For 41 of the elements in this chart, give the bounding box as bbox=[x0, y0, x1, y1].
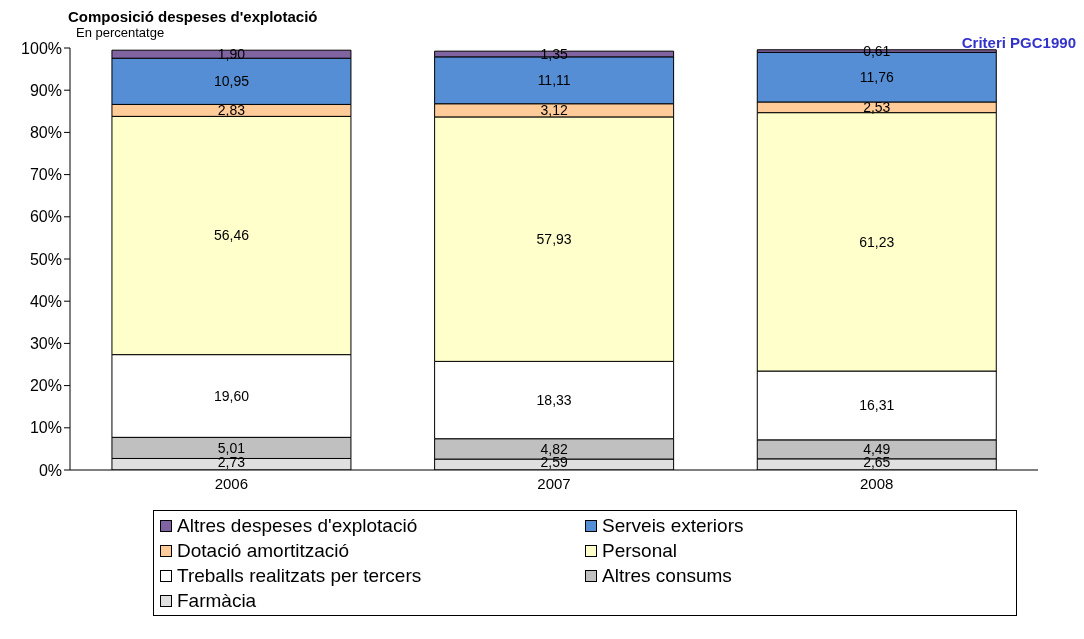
data-label: 3,12 bbox=[540, 102, 568, 119]
y-tick-label: 70% bbox=[29, 166, 62, 184]
x-tick-label: 2008 bbox=[859, 474, 894, 492]
y-tick-label: 100% bbox=[21, 39, 62, 57]
chart-title: Composició despeses d'explotació bbox=[67, 8, 319, 25]
x-tick-label: 2006 bbox=[214, 474, 249, 492]
legend-label: Treballs realitzats per tercers bbox=[176, 564, 423, 588]
data-label: 4,49 bbox=[863, 441, 891, 458]
legend-label: Dotació amortització bbox=[176, 539, 351, 563]
y-tick-label: 30% bbox=[29, 335, 62, 353]
legend-label: Serveis exteriors bbox=[601, 514, 745, 538]
data-label: 56,46 bbox=[213, 227, 250, 244]
data-label: 18,33 bbox=[536, 392, 572, 409]
data-label: 16,31 bbox=[859, 397, 895, 414]
legend-label: Personal bbox=[601, 539, 678, 563]
y-tick-label: 50% bbox=[29, 250, 62, 268]
data-label: 2,83 bbox=[217, 102, 246, 119]
data-label: 0,61 bbox=[863, 43, 891, 60]
data-label: 11,76 bbox=[859, 69, 894, 86]
y-tick-label: 0% bbox=[38, 461, 62, 479]
x-tick-label: 2007 bbox=[537, 474, 571, 492]
y-tick-label: 90% bbox=[29, 81, 62, 99]
data-label: 2,53 bbox=[863, 99, 891, 116]
data-label: 11,11 bbox=[537, 72, 571, 89]
data-label: 19,60 bbox=[213, 387, 250, 404]
legend-label: Altres despeses d'explotació bbox=[176, 514, 419, 538]
y-tick-label: 20% bbox=[29, 377, 62, 395]
y-tick-label: 40% bbox=[29, 292, 62, 310]
data-label: 5,01 bbox=[217, 439, 246, 456]
legend-label: Altres consums bbox=[601, 564, 733, 588]
data-label: 10,95 bbox=[213, 73, 250, 90]
data-label: 1,90 bbox=[217, 46, 246, 63]
chart-subtitle: En percentatge bbox=[76, 25, 165, 40]
data-label: 61,23 bbox=[859, 233, 895, 250]
legend-label: Farmàcia bbox=[176, 589, 258, 613]
y-tick-label: 80% bbox=[29, 124, 62, 142]
annotation: Criteri PGC1990 bbox=[961, 34, 1076, 51]
data-label: 57,93 bbox=[536, 231, 572, 248]
y-tick-label: 10% bbox=[29, 419, 62, 437]
y-tick-label: 60% bbox=[29, 208, 62, 226]
data-label: 4,82 bbox=[540, 440, 568, 457]
